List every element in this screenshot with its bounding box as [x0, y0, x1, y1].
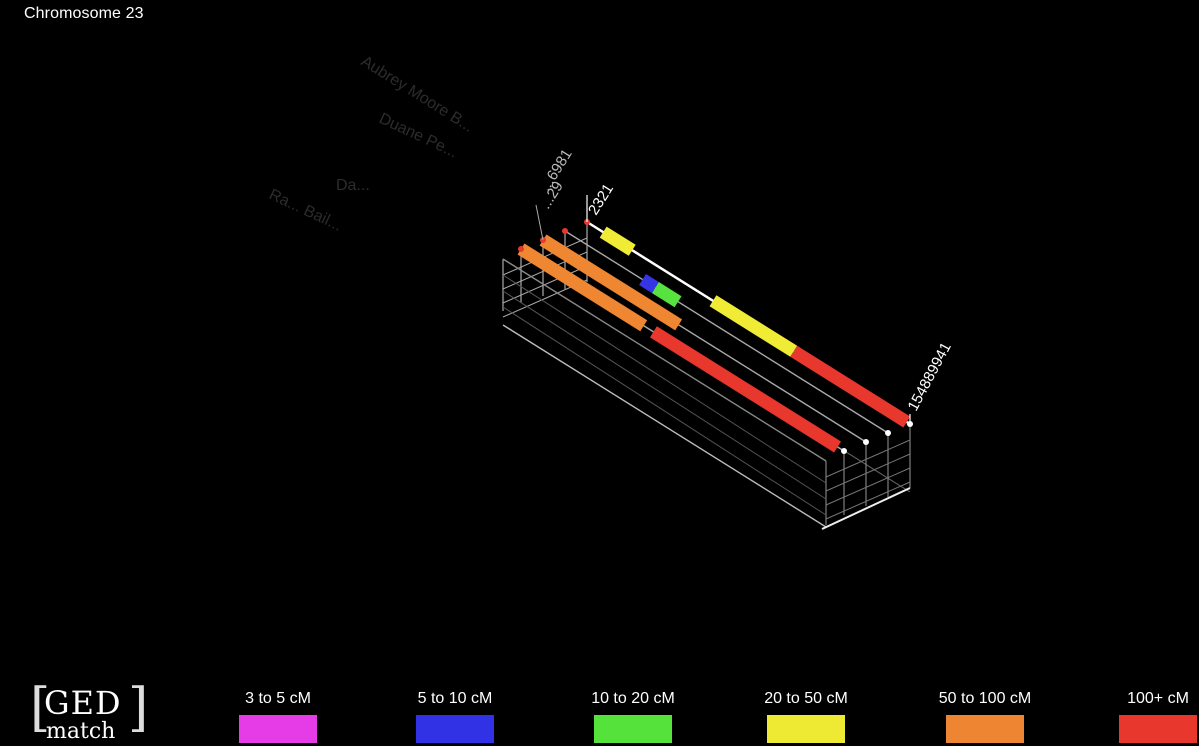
legend-swatch	[767, 715, 845, 743]
lane-line	[502, 258, 827, 462]
lane-start-marker	[518, 246, 524, 252]
legend-item-3-5: 3 to 5 cM	[223, 689, 333, 743]
segment-bar	[790, 345, 911, 428]
legend-swatch	[1119, 715, 1197, 743]
legend-swatch	[239, 715, 317, 743]
chromosome-3d-diagram: Aubrey Moore B...Duane Pe...Da...Ra... B…	[266, 53, 955, 530]
legend-swatch	[594, 715, 672, 743]
segment-bar	[651, 282, 682, 308]
frame-end-strut	[825, 481, 911, 520]
segment-bar	[639, 273, 659, 294]
start-label-tick	[535, 204, 544, 241]
faded-kit-name: Da...	[336, 177, 370, 194]
gedmatch-logo: [ GED match ]	[30, 682, 148, 746]
legend-label: 10 to 20 cM	[591, 690, 675, 707]
logo-bracket-left: [	[30, 678, 51, 738]
legend-item-10-20: 10 to 20 cM	[578, 689, 688, 743]
legend-label: 5 to 10 cM	[417, 690, 493, 707]
lane-end-marker	[863, 439, 869, 445]
faded-kit-name: Ra... Bail...	[266, 186, 344, 234]
start-position-label: 2321	[585, 181, 617, 218]
segment-bar	[649, 326, 841, 453]
legend-item-5-10: 5 to 10 cM	[400, 689, 510, 743]
lane-ghost-line	[502, 274, 827, 484]
lane-line	[564, 230, 889, 434]
frame-end-bottom	[821, 487, 911, 530]
legend-label: 50 to 100 cM	[938, 690, 1032, 707]
lane-ghost-line	[502, 306, 827, 516]
lane-start-marker	[562, 228, 568, 234]
segment-bar	[517, 243, 648, 332]
segments-layer	[517, 226, 911, 453]
frame-end-strut	[825, 439, 911, 478]
lane-ghost-line	[502, 290, 827, 500]
segment-bar	[709, 295, 798, 357]
legend-swatch	[946, 715, 1024, 743]
faded-kit-name: Aubrey Moore B...	[358, 53, 476, 136]
segment-bar	[599, 226, 636, 256]
logo-ged-text: GED	[44, 684, 122, 722]
logo-match-text: match	[46, 719, 116, 744]
frame-bottom-rail	[502, 324, 827, 528]
end-position-label: 154889941	[905, 340, 955, 414]
segment-bar	[539, 234, 683, 331]
faded-name-labels: Aubrey Moore B...Duane Pe...Da...Ra... B…	[266, 53, 476, 235]
logo-bracket-right: ]	[128, 678, 149, 738]
legend-label: 20 to 50 cM	[764, 690, 848, 707]
legend-label: 3 to 5 cM	[245, 690, 311, 707]
lane-end-marker	[841, 448, 847, 454]
legend-item-50-100: 50 to 100 cM	[930, 689, 1040, 743]
box-frame	[502, 222, 911, 530]
frame-end-strut	[825, 453, 911, 492]
chart-title: Chromosome 23	[24, 5, 144, 22]
lane-end-marker	[885, 430, 891, 436]
legend-swatch	[416, 715, 494, 743]
frame-end-strut	[825, 467, 911, 506]
legend-item-100-plus: 100+ cM	[1103, 689, 1199, 743]
legend-label: 100+ cM	[1127, 690, 1189, 707]
legend-item-20-50: 20 to 50 cM	[751, 689, 861, 743]
